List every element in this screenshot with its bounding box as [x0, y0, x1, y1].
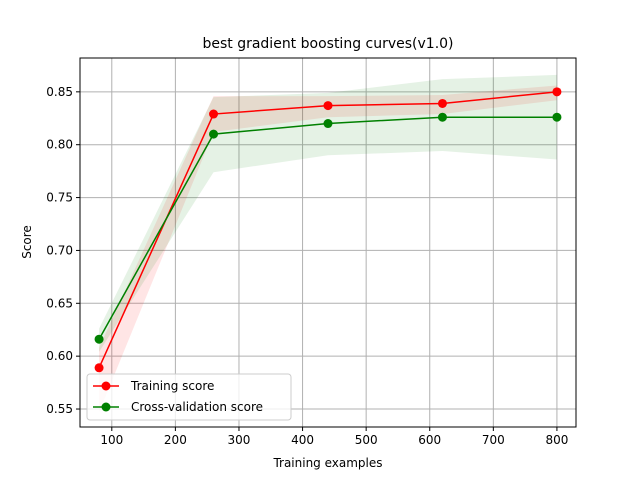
- x-tick-label: 200: [164, 433, 187, 447]
- x-axis-ticks: 100 200 300 400 500 600 700 800: [100, 427, 568, 447]
- y-axis-ticks: 0.55 0.60 0.65 0.70 0.75 0.80 0.85: [46, 85, 80, 416]
- training-score-point: [209, 109, 219, 119]
- legend-label-training: Training score: [130, 379, 214, 393]
- training-score-point: [437, 98, 447, 108]
- y-tick-label: 0.65: [46, 296, 73, 310]
- x-tick-label: 700: [482, 433, 505, 447]
- legend: Training score Cross-validation score: [86, 373, 292, 421]
- x-tick-label: 400: [291, 433, 314, 447]
- cross-validation-score-point: [437, 112, 447, 122]
- y-tick-label: 0.85: [46, 85, 73, 99]
- training-score-point: [552, 87, 562, 97]
- y-tick-label: 0.60: [46, 349, 73, 363]
- cross-validation-score-point: [94, 334, 104, 344]
- x-tick-label: 100: [100, 433, 123, 447]
- y-axis-label: Score: [20, 225, 34, 259]
- x-tick-label: 300: [228, 433, 251, 447]
- legend-marker-cross-validation: [101, 402, 111, 412]
- y-tick-label: 0.70: [46, 243, 73, 257]
- legend-marker-training: [101, 381, 111, 391]
- training-score-point: [94, 363, 104, 373]
- x-tick-label: 600: [418, 433, 441, 447]
- y-tick-label: 0.55: [46, 402, 73, 416]
- cross-validation-score-point: [209, 129, 219, 139]
- training-score-point: [323, 101, 333, 111]
- cross-validation-score-point: [323, 119, 333, 129]
- plot-frame: [79, 57, 577, 428]
- cross-validation-score-point: [552, 112, 562, 122]
- series-markers: [94, 87, 562, 373]
- y-tick-label: 0.80: [46, 138, 73, 152]
- x-tick-label: 500: [355, 433, 378, 447]
- legend-frame: [86, 373, 292, 421]
- confidence-bands: [99, 74, 557, 413]
- x-tick-label: 800: [545, 433, 568, 447]
- x-axis-label: Training examples: [272, 456, 382, 470]
- legend-label-cross-validation: Cross-validation score: [131, 400, 263, 414]
- y-tick-label: 0.75: [46, 191, 73, 205]
- chart-title: best gradient boosting curves(v1.0): [202, 36, 453, 52]
- cross-validation-score-band: [99, 74, 557, 352]
